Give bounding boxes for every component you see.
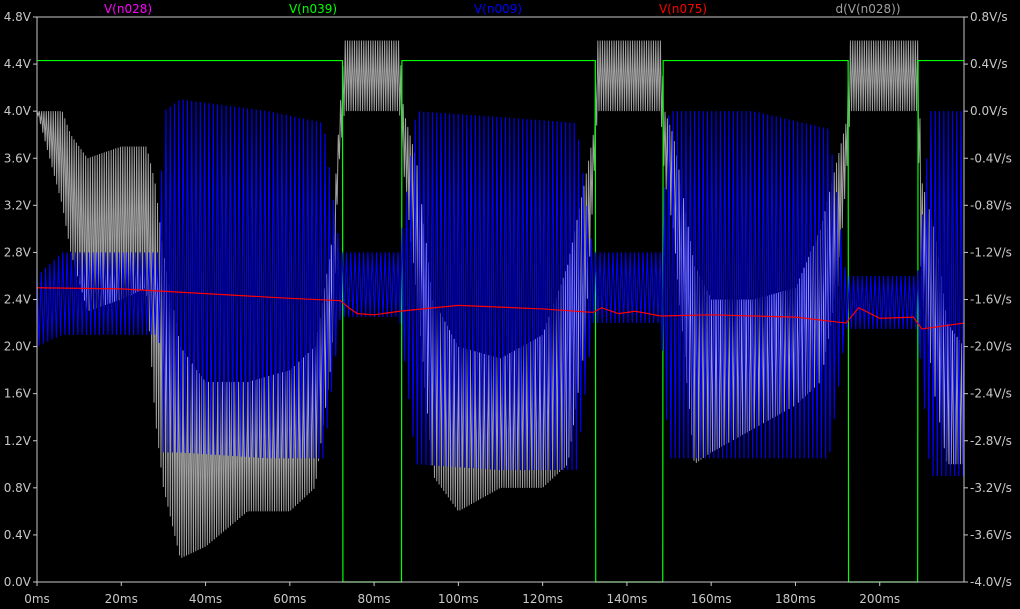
y-right-tick-label: -3.6V/s	[970, 528, 1012, 542]
legend-v-n028[interactable]: V(n028)	[104, 2, 152, 16]
y-right-tick-label: -1.6V/s	[970, 293, 1012, 307]
legend-v-n039[interactable]: V(n039)	[289, 2, 337, 16]
x-tick-label: 80ms	[357, 592, 390, 606]
x-tick-label: 140ms	[606, 592, 647, 606]
y-left-tick-label: 2.0V	[4, 340, 32, 354]
x-tick-label: 60ms	[273, 592, 306, 606]
y-left-tick-label: 4.0V	[4, 104, 32, 118]
y-right-tick-label: -2.0V/s	[970, 340, 1012, 354]
x-tick-label: 180ms	[775, 592, 816, 606]
y-left-tick-label: 2.4V	[4, 293, 32, 307]
legend-v-n009[interactable]: V(n009)	[474, 2, 522, 16]
y-left-tick-label: 4.8V	[4, 10, 32, 24]
y-right-tick-label: 0.8V/s	[970, 10, 1008, 24]
x-tick-label: 40ms	[189, 592, 222, 606]
y-left-tick-label: 3.2V	[4, 198, 32, 212]
y-right-tick-label: -1.2V/s	[970, 245, 1012, 259]
y-right-tick-label: -0.4V/s	[970, 151, 1012, 165]
y-right-tick-label: -0.8V/s	[970, 198, 1012, 212]
series-v-n075	[36, 287, 965, 330]
series-v-n009	[36, 99, 964, 477]
y-right-tick-label: -4.0V/s	[970, 575, 1012, 589]
axes-layer: 0ms 20ms 40ms 60ms 80ms 100ms 120ms 140ms 160ms 1…	[4, 10, 1012, 606]
y-left-tick-label: 4.4V	[4, 57, 32, 71]
y-left-tick-label: 0.8V	[4, 481, 32, 495]
y-left-tick-label: 0.0V	[4, 575, 32, 589]
y-right-tick-label: -2.8V/s	[970, 434, 1012, 448]
y-right-tick-label: -3.2V/s	[970, 481, 1012, 495]
x-tick-label: 200ms	[859, 592, 900, 606]
legend: V(n028) V(n039) V(n009) V(n075) d(V(n028))	[104, 2, 901, 16]
y-right-tick-label: 0.0V/s	[970, 104, 1008, 118]
y-left-tick-label: 0.4V	[4, 528, 32, 542]
y-left-tick-label: 1.6V	[4, 387, 32, 401]
legend-d-v-n028[interactable]: d(V(n028))	[835, 2, 900, 16]
legend-v-n075[interactable]: V(n075)	[659, 2, 707, 16]
y-left-tick-label: 2.8V	[4, 245, 32, 259]
y-left-tick-label: 3.6V	[4, 151, 32, 165]
x-tick-label: 100ms	[438, 592, 479, 606]
x-tick-label: 120ms	[522, 592, 563, 606]
y-right-tick-label: 0.4V/s	[970, 57, 1008, 71]
y-right-tick-label: -2.4V/s	[970, 387, 1012, 401]
x-tick-label: 160ms	[691, 592, 732, 606]
x-tick-label: 20ms	[105, 592, 138, 606]
y-left-tick-label: 1.2V	[4, 434, 32, 448]
x-tick-label: 0ms	[24, 592, 50, 606]
